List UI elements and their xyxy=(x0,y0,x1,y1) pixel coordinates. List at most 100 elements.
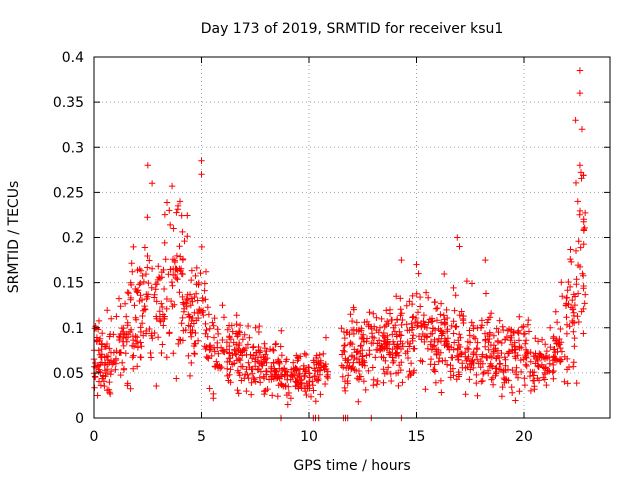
data-point xyxy=(508,383,515,391)
data-point xyxy=(187,302,194,309)
data-point xyxy=(261,388,268,395)
data-point xyxy=(167,297,175,305)
data-point xyxy=(243,387,250,395)
data-point xyxy=(213,358,220,365)
data-point xyxy=(106,345,113,352)
data-point xyxy=(143,291,150,298)
data-point xyxy=(350,359,357,366)
data-point xyxy=(265,376,273,383)
data-point xyxy=(499,323,506,330)
data-point xyxy=(557,358,564,365)
data-point xyxy=(246,334,253,341)
data-point xyxy=(171,257,178,264)
data-point xyxy=(248,355,256,362)
data-point xyxy=(125,290,132,297)
data-point xyxy=(255,365,263,373)
data-point xyxy=(464,338,472,345)
data-point xyxy=(142,270,150,278)
data-point xyxy=(121,300,129,307)
data-point xyxy=(450,284,457,292)
data-point xyxy=(277,380,285,387)
y-tick-label: 0 xyxy=(75,411,84,427)
data-point xyxy=(441,335,449,342)
data-point xyxy=(451,339,458,346)
data-point xyxy=(307,393,315,400)
data-point xyxy=(373,314,380,321)
data-point xyxy=(487,362,495,369)
data-point xyxy=(482,336,489,343)
data-point xyxy=(284,401,291,408)
data-point xyxy=(443,306,450,314)
data-point xyxy=(210,395,217,402)
data-point xyxy=(365,367,372,375)
data-point xyxy=(485,339,492,346)
data-point xyxy=(282,383,289,390)
data-point xyxy=(357,350,364,357)
data-point xyxy=(406,343,413,350)
data-point xyxy=(404,327,411,334)
data-point xyxy=(427,338,435,345)
data-point xyxy=(523,362,530,370)
data-point xyxy=(189,298,196,305)
y-tick-label: 0.2 xyxy=(62,231,84,247)
data-point xyxy=(576,89,584,97)
data-point xyxy=(552,349,559,356)
data-point xyxy=(320,362,328,370)
x-tick-label: 5 xyxy=(197,429,206,445)
data-point xyxy=(204,304,211,311)
data-point xyxy=(202,296,209,303)
data-point xyxy=(507,332,515,339)
data-point xyxy=(531,352,539,360)
data-point xyxy=(148,284,155,291)
data-point xyxy=(455,368,462,376)
data-point xyxy=(404,354,412,362)
data-point xyxy=(366,351,373,358)
data-point xyxy=(571,301,579,309)
data-point xyxy=(552,356,559,363)
data-point xyxy=(363,338,370,345)
data-point xyxy=(496,360,503,368)
data-point xyxy=(399,379,406,386)
data-point xyxy=(224,372,231,380)
data-point xyxy=(292,382,299,390)
data-point xyxy=(389,338,397,345)
data-point xyxy=(493,368,500,376)
data-point xyxy=(174,276,181,283)
data-point xyxy=(395,382,402,390)
data-point xyxy=(214,361,221,368)
data-point xyxy=(564,287,571,294)
data-point xyxy=(305,378,313,385)
data-point xyxy=(427,355,435,363)
data-point xyxy=(438,389,445,396)
data-point xyxy=(520,330,527,338)
data-point xyxy=(423,324,431,332)
data-point xyxy=(448,322,455,330)
data-point xyxy=(473,351,480,358)
data-point xyxy=(559,293,566,300)
data-point xyxy=(557,325,564,333)
data-point xyxy=(137,267,145,274)
data-point xyxy=(179,337,187,344)
data-point xyxy=(509,389,516,396)
data-point xyxy=(233,312,240,319)
data-point xyxy=(160,322,167,329)
y-tick-label: 0.25 xyxy=(53,185,84,201)
data-point xyxy=(227,354,234,362)
data-point xyxy=(134,363,141,370)
data-point xyxy=(129,354,136,361)
data-point xyxy=(444,328,451,335)
data-point xyxy=(572,179,580,187)
data-point xyxy=(489,381,497,388)
data-point xyxy=(565,278,572,286)
data-point xyxy=(557,344,564,352)
data-point xyxy=(316,351,323,359)
data-point xyxy=(126,328,134,336)
data-point xyxy=(132,285,139,293)
x-axis-label: GPS time / hours xyxy=(293,458,410,474)
data-point xyxy=(191,293,198,301)
data-point xyxy=(177,253,184,260)
data-point xyxy=(578,308,585,315)
data-point xyxy=(130,336,137,344)
data-point xyxy=(179,314,186,322)
data-point xyxy=(398,310,405,317)
